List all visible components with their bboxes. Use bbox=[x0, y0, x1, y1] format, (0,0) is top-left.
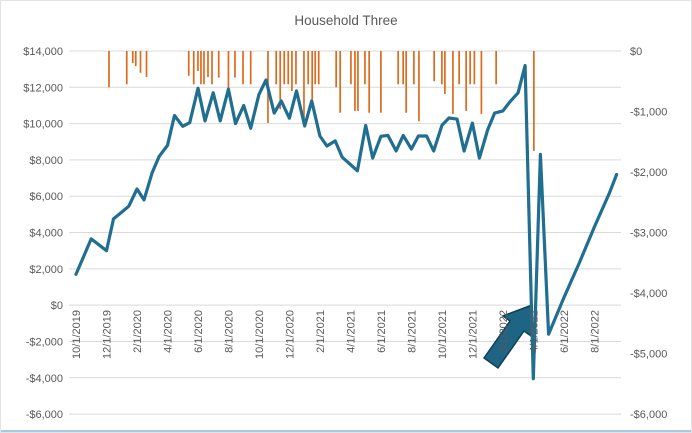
left-axis-tick: $10,000 bbox=[23, 119, 63, 131]
left-axis-tick: $6,000 bbox=[29, 191, 63, 203]
x-axis-tick: 12/1/2019 bbox=[101, 310, 113, 359]
right-axis-tick: -$1,000 bbox=[630, 107, 667, 119]
x-axis-tick: 4/1/2022 bbox=[528, 310, 540, 353]
x-axis-tick: 10/1/2019 bbox=[71, 310, 83, 359]
line-series bbox=[74, 63, 619, 381]
axis-labels: $14,000 $12,000 $10,000 $8,000 $6,000 $4,000 $… bbox=[23, 46, 667, 421]
left-axis-tick: $8,000 bbox=[29, 155, 63, 167]
left-axis-tick: $14,000 bbox=[23, 46, 63, 58]
x-axis-tick: 10/1/2021 bbox=[437, 310, 449, 359]
right-axis-tick: -$5,000 bbox=[630, 349, 667, 361]
left-axis-tick: $2,000 bbox=[29, 264, 63, 276]
left-axis-tick: $4,000 bbox=[29, 228, 63, 240]
x-axis-tick: 12/1/2020 bbox=[284, 310, 296, 359]
x-axis-tick: 8/1/2022 bbox=[589, 310, 601, 353]
x-axis-tick: 2/1/2022 bbox=[498, 310, 510, 353]
x-axis-tick: 2/1/2020 bbox=[132, 310, 144, 353]
right-axis-tick: $0 bbox=[630, 46, 642, 58]
x-axis-tick: 6/1/2020 bbox=[193, 310, 205, 353]
left-axis-tick: $0 bbox=[51, 300, 63, 312]
x-axis-tick: 4/1/2020 bbox=[162, 310, 174, 353]
right-axis-tick: -$6,000 bbox=[630, 409, 667, 421]
x-axis-tick: 10/1/2020 bbox=[254, 310, 266, 359]
x-axis-tick: 8/1/2020 bbox=[223, 310, 235, 353]
x-axis-tick: 6/1/2021 bbox=[376, 310, 388, 353]
left-axis-tick: -$2,000 bbox=[26, 336, 63, 348]
bars-series bbox=[108, 51, 535, 151]
x-axis-tick: 2/1/2021 bbox=[315, 310, 327, 353]
chart-title: Household Three bbox=[294, 13, 398, 28]
right-axis-tick: -$3,000 bbox=[630, 228, 667, 240]
x-axis-tick: 12/1/2021 bbox=[467, 310, 479, 359]
x-axis-tick: 8/1/2021 bbox=[406, 310, 418, 353]
x-axis-tick: 4/1/2021 bbox=[345, 310, 357, 353]
left-axis-tick: $12,000 bbox=[23, 82, 63, 94]
balance-line bbox=[74, 63, 619, 381]
left-axis-tick: -$6,000 bbox=[26, 409, 63, 421]
right-axis-tick: -$4,000 bbox=[630, 288, 667, 300]
x-axis-tick: 6/1/2022 bbox=[559, 310, 571, 353]
right-axis-tick: -$2,000 bbox=[630, 167, 667, 179]
window-bottom-edge bbox=[1, 430, 691, 432]
left-axis-tick: -$4,000 bbox=[26, 373, 63, 385]
